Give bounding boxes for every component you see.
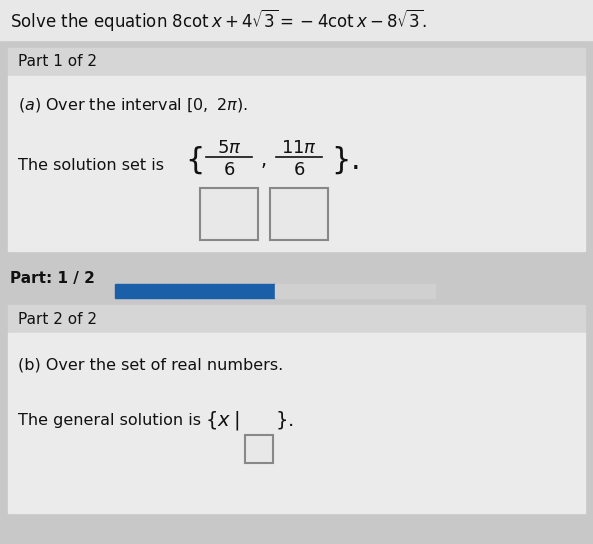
Text: $\}$.: $\}$. bbox=[331, 144, 359, 176]
Bar bbox=[0, 0, 593, 40]
Text: $\}.$: $\}.$ bbox=[275, 409, 294, 431]
Text: $6$: $6$ bbox=[223, 161, 235, 179]
Text: $6$: $6$ bbox=[293, 161, 305, 179]
Text: (b) Over the set of real numbers.: (b) Over the set of real numbers. bbox=[18, 357, 283, 373]
Text: Part 1 of 2: Part 1 of 2 bbox=[18, 54, 97, 70]
Text: $(a)$ Over the interval $[0,\ 2\pi)$.: $(a)$ Over the interval $[0,\ 2\pi)$. bbox=[18, 96, 248, 114]
Text: $11\pi$: $11\pi$ bbox=[281, 139, 317, 157]
Bar bbox=[115, 284, 275, 298]
Bar bbox=[200, 188, 258, 240]
Bar bbox=[270, 188, 328, 240]
Text: Solve the equation $8\cot x + 4\sqrt{3} = -4\cot x - 8\sqrt{3}$.: Solve the equation $8\cot x + 4\sqrt{3} … bbox=[10, 7, 427, 33]
Bar bbox=[245, 435, 273, 463]
Bar bbox=[8, 333, 585, 513]
Text: $\{x$: $\{x$ bbox=[205, 409, 231, 431]
Text: Part: 1 / 2: Part: 1 / 2 bbox=[10, 270, 95, 286]
Bar bbox=[8, 48, 585, 76]
Bar bbox=[200, 188, 258, 240]
Text: $|$: $|$ bbox=[233, 409, 239, 431]
Bar bbox=[245, 435, 273, 463]
Bar bbox=[8, 76, 585, 251]
Text: The solution set is: The solution set is bbox=[18, 158, 164, 172]
Bar bbox=[0, 260, 593, 295]
Text: $\{$: $\{$ bbox=[185, 144, 202, 176]
Bar bbox=[275, 284, 435, 298]
Text: The general solution is: The general solution is bbox=[18, 412, 201, 428]
Bar bbox=[8, 305, 585, 333]
Text: ,: , bbox=[261, 151, 267, 170]
Bar bbox=[270, 188, 328, 240]
Text: Part 2 of 2: Part 2 of 2 bbox=[18, 312, 97, 326]
Text: $5\pi$: $5\pi$ bbox=[216, 139, 241, 157]
